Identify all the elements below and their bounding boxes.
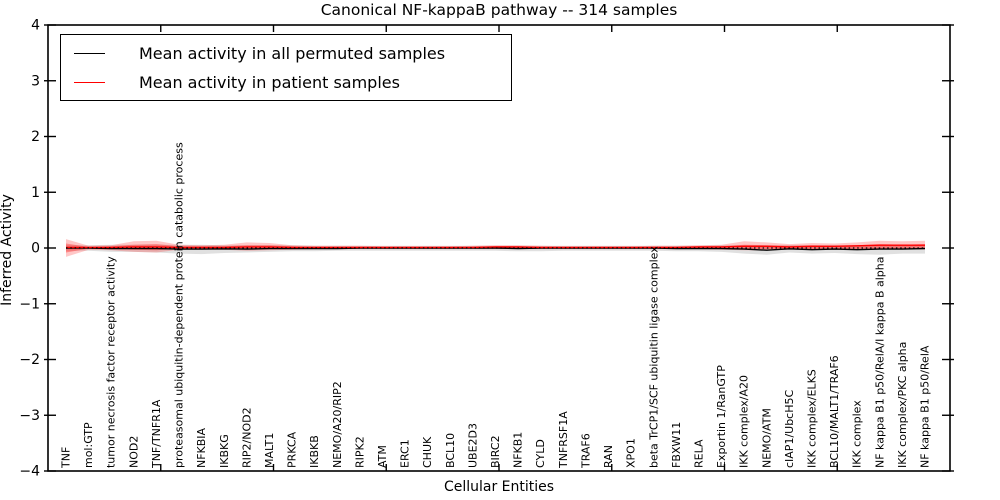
x-category-label: RIPK2 <box>353 436 366 468</box>
x-category-label: tumor necrosis factor receptor activity <box>105 256 118 468</box>
x-category-label: UBE2D3 <box>466 423 479 468</box>
x-category-label: IKK complex/A20 <box>738 375 751 468</box>
legend: Mean activity in all permuted samples Me… <box>60 34 512 101</box>
x-category-label: IKK complex/PKC alpha <box>896 342 909 468</box>
x-category-label: IKK complex/ELKS <box>805 369 818 468</box>
x-category-label: BIRC2 <box>489 435 502 468</box>
x-category-label: NEMO/A20/RIP2 <box>331 381 344 468</box>
y-tick-label: 2 <box>31 129 40 145</box>
y-tick-label: −1 <box>19 296 40 312</box>
x-category-label: TNF/TNFR1A <box>150 399 163 469</box>
y-tick-label: −4 <box>19 464 40 480</box>
x-category-label: cIAP1/UbcH5C <box>783 389 796 468</box>
x-axis-label: Cellular Entities <box>443 479 555 495</box>
permuted-line-swatch <box>74 52 105 54</box>
x-category-label: ERC1 <box>399 439 412 468</box>
x-category-label: NF kappa B1 p50/RelA/I kappa B alpha <box>873 256 886 468</box>
legend-item-permuted: Mean activity in all permuted samples <box>61 42 511 64</box>
x-category-label: XPO1 <box>625 438 638 468</box>
x-category-label: proteasomal ubiquitin-dependent protein … <box>173 142 186 468</box>
x-category-label: TNF <box>60 447 73 469</box>
x-category-label: ATM <box>376 445 389 468</box>
y-tick-label: 0 <box>31 241 40 257</box>
x-category-label: NF kappa B1 p50/RelA <box>919 345 932 468</box>
x-category-label: IKK complex <box>851 400 864 468</box>
x-category-label: BCL10/MALT1/TRAF6 <box>828 355 841 468</box>
legend-label: Mean activity in all permuted samples <box>139 43 446 63</box>
x-category-label: TRAF6 <box>579 433 592 469</box>
x-category-label: CYLD <box>534 439 547 468</box>
y-tick-label: 1 <box>31 185 40 201</box>
x-category-label: RELA <box>692 439 705 468</box>
y-tick-label: 4 <box>31 18 40 34</box>
y-tick-label: −2 <box>19 352 40 368</box>
x-category-label: TNFRSF1A <box>557 411 570 469</box>
x-category-label: RIP2/NOD2 <box>240 407 253 468</box>
patient-line-swatch <box>74 81 105 83</box>
x-category-label: beta TrCP1/SCF ubiquitin ligase complex <box>647 246 660 468</box>
x-category-label: PRKCA <box>286 431 299 468</box>
x-category-label: NFKB1 <box>512 432 525 468</box>
x-category-label: Exportin 1/RanGTP <box>715 365 728 468</box>
x-category-label: IKBKB <box>308 435 321 468</box>
chart-title: Canonical NF-kappaB pathway -- 314 sampl… <box>320 1 678 19</box>
y-tick-label: −3 <box>19 408 40 424</box>
x-category-label: CHUK <box>421 436 434 468</box>
x-category-label: mol:GTP <box>82 422 95 468</box>
x-category-label: MALT1 <box>263 433 276 468</box>
x-category-label: RAN <box>602 445 615 468</box>
x-category-label: NFKBIA <box>195 427 208 468</box>
legend-label: Mean activity in patient samples <box>139 72 400 92</box>
x-category-label: NOD2 <box>127 436 140 468</box>
x-category-label: BCL10 <box>444 433 457 468</box>
x-category-label: FBXW11 <box>670 422 683 468</box>
x-category-label: NEMO/ATM <box>760 408 773 468</box>
x-category-label: IKBKG <box>218 434 231 468</box>
y-tick-label: 3 <box>31 73 40 89</box>
legend-item-patient: Mean activity in patient samples <box>61 71 511 93</box>
mean-permuted-line <box>66 247 926 251</box>
